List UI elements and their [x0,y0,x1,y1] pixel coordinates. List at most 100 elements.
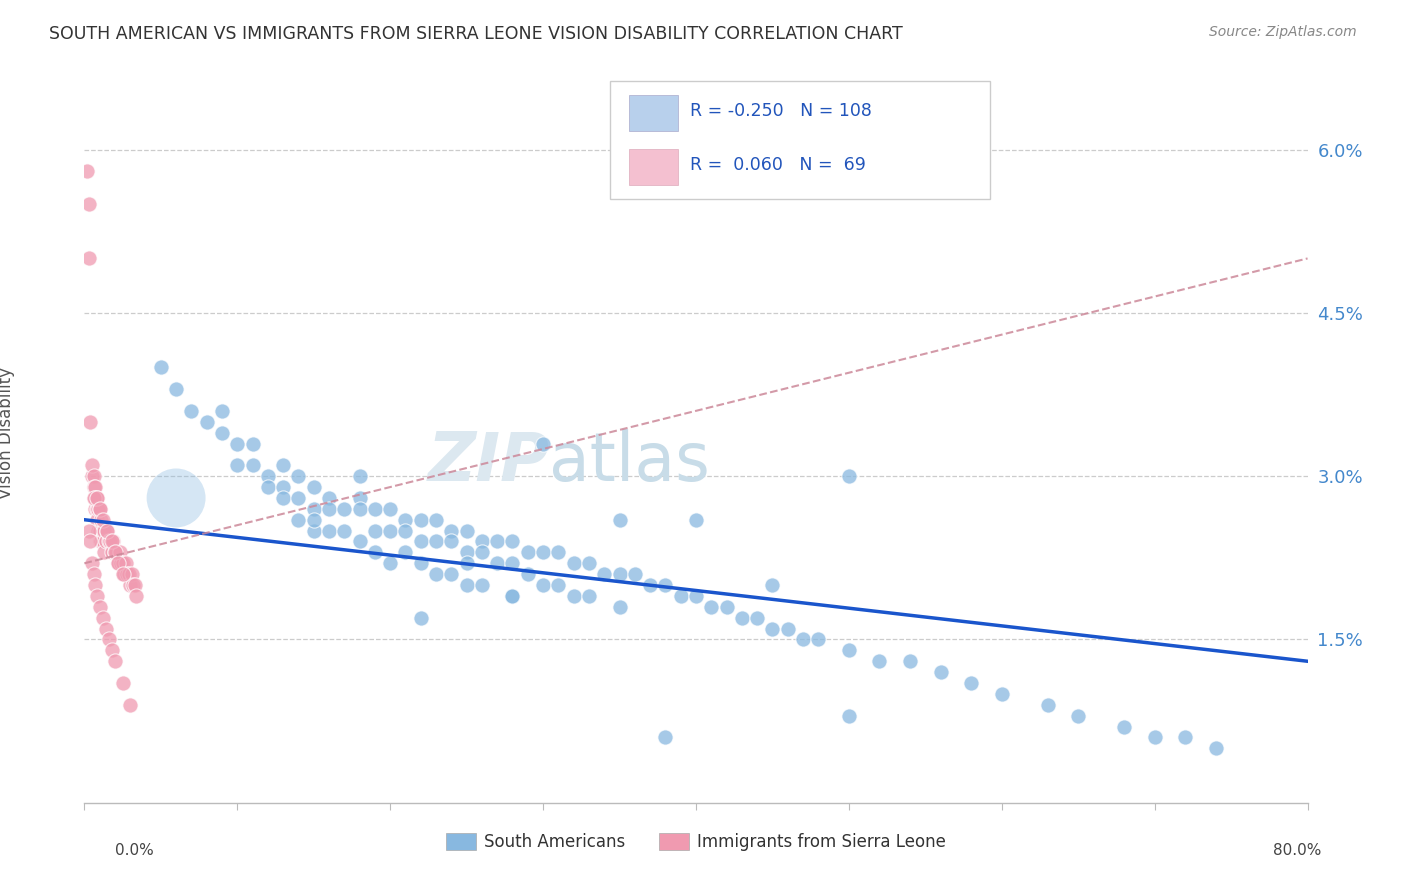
Point [516,545,538,559]
Point [502,589,524,603]
Point [486,556,509,570]
Point [90,513,112,527]
Point [638,578,661,592]
Point [349,469,371,483]
Point [425,567,447,582]
Point [101,643,124,657]
Point [1174,731,1197,745]
Point [685,513,707,527]
Point [86,501,108,516]
Point [89,534,111,549]
Point [86,589,108,603]
Point [425,534,447,549]
FancyBboxPatch shape [610,81,990,200]
Point [79,534,101,549]
Point [111,676,134,690]
Point [1143,731,1166,745]
Point [105,545,128,559]
Point [349,534,371,549]
Point [83,491,105,505]
Point [547,545,569,559]
Point [89,524,111,538]
Text: Source: ZipAtlas.com: Source: ZipAtlas.com [1209,25,1357,39]
Point [91,610,114,624]
Point [440,567,463,582]
Point [654,731,676,745]
Point [807,632,830,647]
Point [118,567,141,582]
Point [287,491,309,505]
Point [98,534,121,549]
Point [838,708,860,723]
Point [111,556,134,570]
Point [86,491,108,505]
Point [90,534,112,549]
Point [456,556,478,570]
Point [242,458,264,473]
Point [121,567,143,582]
Point [83,567,105,582]
Point [110,556,132,570]
Point [96,524,118,538]
Point [195,415,218,429]
Point [226,436,249,450]
Point [409,610,432,624]
Text: SOUTH AMERICAN VS IMMIGRANTS FROM SIERRA LEONE VISION DISABILITY CORRELATION CHA: SOUTH AMERICAN VS IMMIGRANTS FROM SIERRA… [49,25,903,43]
Point [149,360,172,375]
Point [578,589,600,603]
Point [302,480,325,494]
Point [700,599,723,614]
Point [271,458,294,473]
Point [960,676,983,690]
Point [838,643,860,657]
Text: 0.0%: 0.0% [115,843,155,858]
Point [111,567,134,582]
Point [731,610,754,624]
Point [211,404,233,418]
Point [211,425,233,440]
Point [409,556,432,570]
FancyBboxPatch shape [628,95,678,130]
Point [394,524,416,538]
Point [84,491,107,505]
Point [562,589,585,603]
Point [333,524,356,538]
Point [124,578,146,592]
Point [80,458,103,473]
Point [471,545,494,559]
Point [409,513,432,527]
Point [94,534,117,549]
Point [838,469,860,483]
Point [1067,708,1090,723]
Point [115,567,138,582]
Point [89,599,111,614]
Point [77,197,100,211]
Point [122,578,145,592]
Point [991,687,1014,701]
Point [287,469,309,483]
Point [1036,698,1059,712]
Point [257,480,280,494]
Text: ZIP: ZIP [427,429,550,495]
Point [609,567,631,582]
Point [271,491,294,505]
Point [226,458,249,473]
Point [898,654,921,668]
Point [547,578,569,592]
Point [318,524,340,538]
Point [394,513,416,527]
Point [531,436,554,450]
Point [761,578,783,592]
Point [716,599,738,614]
Point [502,589,524,603]
Point [97,632,120,647]
Point [91,513,114,527]
Point [242,436,264,450]
Point [516,567,538,582]
Point [77,252,100,266]
Point [578,556,600,570]
Point [425,513,447,527]
Point [486,534,509,549]
Point [364,545,387,559]
Point [1205,741,1227,756]
